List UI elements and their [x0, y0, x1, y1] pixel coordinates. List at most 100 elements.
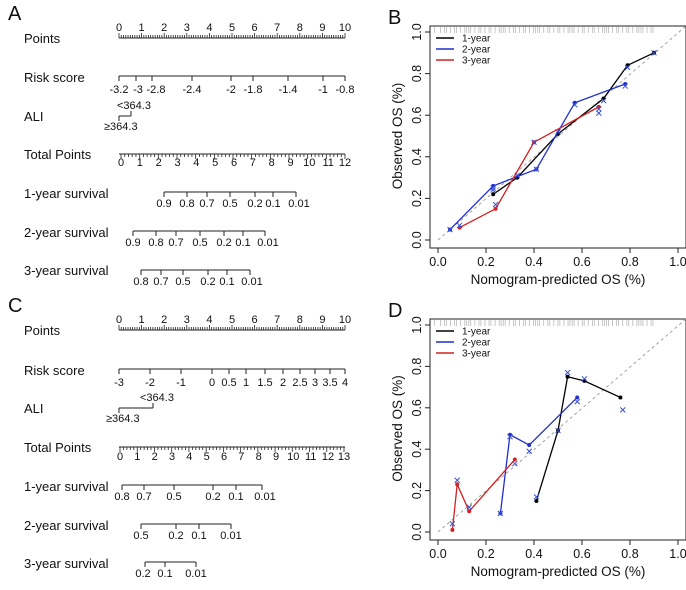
total-tick: 8: [269, 157, 275, 169]
total-tick: 1: [134, 451, 140, 463]
surv3-tick: 0.1: [157, 568, 172, 580]
risk-score-axis: -3.2 -3 -2.8 -2.4 -2 -1.8 -1.4 -1 -0.8: [110, 75, 355, 96]
series-line: [451, 459, 516, 530]
panel-letter: D: [388, 300, 402, 322]
surv1-tick: 0.9: [156, 198, 171, 210]
x-tick-label: 0.4: [525, 255, 542, 269]
total-tick: 0: [118, 157, 124, 169]
risk-tick: -2.4: [183, 84, 202, 96]
row-label-1-year: 1-year survival: [24, 479, 109, 494]
survival-2yr-axis: 0.9 0.8 0.7 0.5 0.2 0.1 0.01: [125, 230, 279, 249]
x-tick-label: 0.6: [573, 547, 590, 561]
x-tick-label: 0.2: [477, 547, 494, 561]
y-tick-label: 0.8: [410, 65, 424, 82]
observed-x-mark: [595, 110, 602, 116]
total-points-axis: 0 1 2 3 4 5 6 7 8 9 10 11 12 13: [117, 446, 350, 463]
risk-tick: -0.8: [336, 84, 355, 96]
data-point: [450, 527, 455, 532]
surv2-tick: 0.9: [125, 237, 140, 249]
ali-tick-high: ≥364.3: [106, 413, 140, 425]
observed-x-mark: [533, 166, 540, 173]
data-point: [467, 509, 472, 514]
ali-tick-low: <364.3: [140, 392, 174, 404]
observed-x-mark: [454, 477, 461, 484]
y-tick-label: 0.0: [410, 231, 424, 248]
row-label-risk-score: Risk score: [24, 70, 85, 85]
surv3-tick: 0.2: [200, 276, 215, 288]
observed-x-mark: [507, 433, 513, 440]
risk-tick: 1: [243, 377, 249, 389]
risk-tick: -2.8: [147, 84, 166, 96]
total-tick: 9: [287, 157, 293, 169]
observed-x-mark: [624, 64, 631, 71]
calibration-chart-d: D 0.0 0.2 0.4 0.6 0.8 1.0 0.0 0.2 0.4 0.6 0.8 1.0 Nom…: [388, 300, 686, 579]
observed-x-mark: [449, 520, 456, 527]
y-tick-label: 1.0: [410, 23, 424, 40]
points-axis: 0 1 2 3 4 5 6 7 8 9 10: [116, 22, 351, 39]
surv2-tick: 0.5: [133, 530, 148, 542]
x-tick-label: 0.0: [429, 547, 446, 561]
series-2-year: [447, 82, 629, 233]
points-tick: 6: [252, 22, 258, 34]
series-line: [535, 375, 621, 502]
total-tick: 7: [250, 157, 256, 169]
data-point: [618, 395, 623, 400]
risk-tick: -2: [145, 377, 155, 389]
panel-letter: B: [388, 7, 401, 29]
surv2-tick: 0.8: [148, 237, 163, 249]
surv1-tick: 0.7: [199, 198, 214, 210]
observed-x-mark: [600, 97, 607, 104]
points-tick: 7: [274, 314, 280, 326]
observed-x-mark: [466, 504, 473, 511]
surv2-tick: 0.01: [220, 530, 241, 542]
surv3-tick: 0.5: [175, 276, 190, 288]
ideal-diagonal: [437, 318, 686, 533]
total-tick: 13: [338, 451, 350, 463]
risk-tick: 2: [280, 377, 286, 389]
points-tick: 3: [184, 22, 190, 34]
points-tick: 7: [274, 22, 280, 34]
observed-x-mark: [447, 226, 453, 233]
series-3-year: [449, 457, 518, 532]
total-tick: 6: [221, 451, 227, 463]
plot-frame: [429, 318, 686, 541]
x-tick-label: 0.6: [573, 255, 590, 269]
y-axis-title: Observed OS (%): [390, 83, 405, 190]
total-tick: 5: [204, 451, 210, 463]
surv1-tick: 0.5: [222, 198, 237, 210]
series-3-year: [456, 104, 602, 230]
y-axis-title: Observed OS (%): [390, 375, 405, 482]
data-point: [527, 443, 532, 448]
survival-1yr-axis: 0.9 0.8 0.7 0.5 0.2 0.1 0.01: [156, 191, 310, 210]
nomogram-a: A Points Risk score ALI Total Points 1-y…: [8, 3, 354, 288]
surv2-tick: 0.01: [257, 237, 278, 249]
legend-label: 3-year: [462, 56, 491, 67]
risk-tick: 0: [209, 377, 215, 389]
total-tick: 0: [117, 451, 123, 463]
survival-3yr-axis: 0.8 0.7 0.5 0.2 0.1 0.01: [133, 269, 263, 288]
risk-tick: 1.5: [257, 377, 272, 389]
observed-x-mark: [533, 493, 540, 500]
surv1-tick: 0.7: [136, 491, 151, 503]
row-label-ali: ALI: [24, 109, 44, 124]
row-label-total-points: Total Points: [24, 440, 92, 455]
y-tick-label: 0.2: [410, 190, 424, 207]
points-tick: 5: [229, 314, 235, 326]
surv1-tick: 0.8: [114, 491, 129, 503]
points-tick: 1: [139, 314, 145, 326]
y-tick-label: 0.6: [410, 106, 424, 123]
x-tick-label: 0.0: [429, 255, 446, 269]
x-axis-title: Nomogram-predicted OS (%): [471, 272, 646, 287]
points-tick: 0: [116, 22, 122, 34]
total-tick: 12: [339, 157, 351, 169]
points-tick: 9: [319, 314, 325, 326]
data-point: [512, 457, 517, 462]
data-point: [575, 395, 580, 400]
risk-tick: -3: [114, 377, 124, 389]
x-tick-label: 0.8: [621, 547, 638, 561]
observed-x-mark: [622, 83, 629, 89]
observed-x-mark: [490, 185, 497, 191]
row-label-points: Points: [24, 31, 61, 46]
legend-label: 3-year: [462, 349, 491, 360]
observed-x-mark: [619, 407, 626, 413]
